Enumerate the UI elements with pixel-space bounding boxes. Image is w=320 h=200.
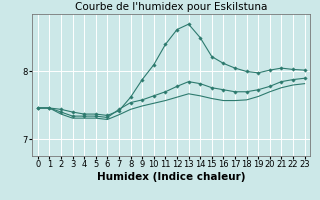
Title: Courbe de l'humidex pour Eskilstuna: Courbe de l'humidex pour Eskilstuna [75, 2, 268, 12]
X-axis label: Humidex (Indice chaleur): Humidex (Indice chaleur) [97, 172, 245, 182]
